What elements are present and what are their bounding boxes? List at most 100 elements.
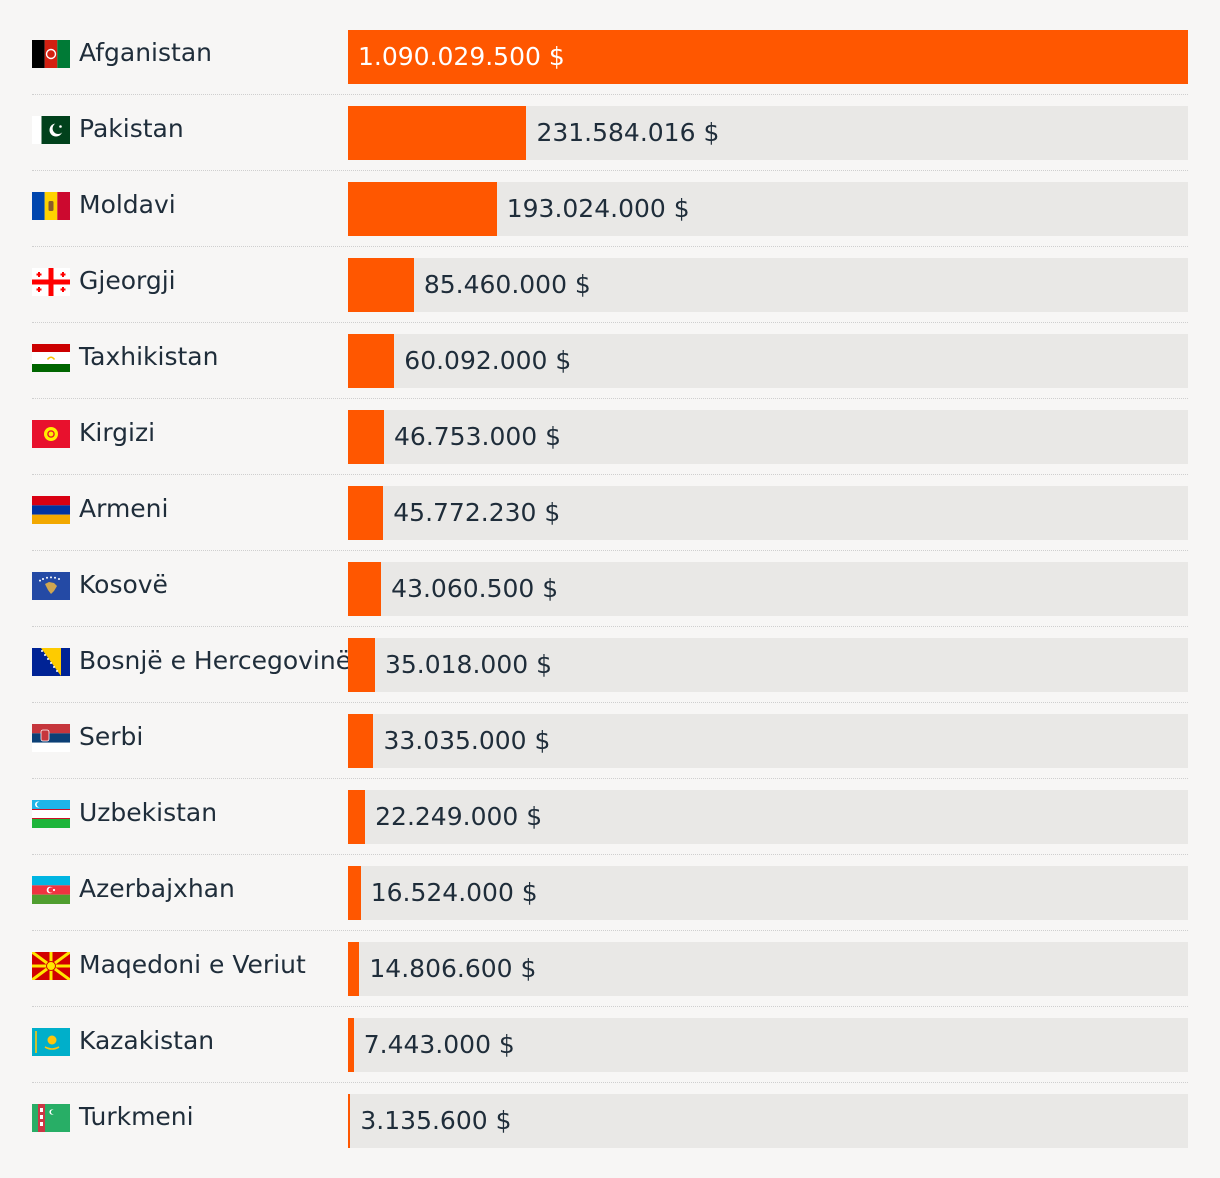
category-label: Maqedoni e Veriut: [79, 950, 306, 979]
row-separator: [32, 702, 1188, 703]
kosovo-flag-icon: [32, 572, 70, 600]
north-macedonia-flag-icon: [32, 952, 70, 980]
row-separator: [32, 778, 1188, 779]
serbia-flag-icon: [32, 724, 70, 752]
row-separator: [32, 322, 1188, 323]
value-label: 231.584.016 $: [536, 118, 720, 147]
category-label: Gjeorgji: [79, 266, 176, 295]
row-separator: [32, 246, 1188, 247]
bar-row: Afganistan 1.090.029.500 $: [32, 30, 1188, 106]
bar-track: 33.035.000 $: [348, 714, 1188, 768]
bar: [348, 1094, 351, 1148]
row-separator: [32, 1082, 1188, 1083]
bar-track: 3.135.600 $: [348, 1094, 1188, 1148]
category-label: Turkmeni: [79, 1102, 194, 1131]
bar: [348, 790, 366, 844]
tajikistan-flag-icon: [32, 344, 70, 372]
value-label: 193.024.000 $: [506, 194, 690, 223]
bar-track: 193.024.000 $: [348, 182, 1188, 236]
kyrgyzstan-flag-icon: [32, 420, 70, 448]
bar-row: Armeni 45.772.230 $: [32, 486, 1188, 562]
category-label: Afganistan: [79, 38, 212, 67]
bar-row: Bosnjë e Hercegovinë 35.018.000 $: [32, 638, 1188, 714]
row-separator: [32, 550, 1188, 551]
bar-track: 46.753.000 $: [348, 410, 1188, 464]
bar-row: Gjeorgji 85.460.000 $: [32, 258, 1188, 334]
row-separator: [32, 474, 1188, 475]
value-label: 60.092.000 $: [404, 346, 572, 375]
bar-row: Azerbajxhan 16.524.000 $: [32, 866, 1188, 942]
bar: [348, 486, 384, 540]
turkmenistan-flag-icon: [32, 1104, 70, 1132]
uzbekistan-flag-icon: [32, 800, 70, 828]
bar-row: Uzbekistan 22.249.000 $: [32, 790, 1188, 866]
bar-track: 45.772.230 $: [348, 486, 1188, 540]
pakistan-flag-icon: [32, 116, 70, 144]
category-label: Armeni: [79, 494, 169, 523]
bar: [348, 562, 382, 616]
bosnia-flag-icon: [32, 648, 70, 676]
row-separator: [32, 398, 1188, 399]
bar-track: 7.443.000 $: [348, 1018, 1188, 1072]
bar-row: Pakistan 231.584.016 $: [32, 106, 1188, 182]
value-label: 3.135.600 $: [360, 1106, 512, 1135]
bar: [348, 1018, 354, 1072]
category-label: Serbi: [79, 722, 144, 751]
bar-track: 35.018.000 $: [348, 638, 1188, 692]
category-label: Kosovë: [79, 570, 168, 599]
bar-row: Moldavi 193.024.000 $: [32, 182, 1188, 258]
bar-row: Kazakistan 7.443.000 $: [32, 1018, 1188, 1094]
row-separator: [32, 930, 1188, 931]
category-label: Pakistan: [79, 114, 184, 143]
bar-track: 1.090.029.500 $: [348, 30, 1188, 84]
value-label: 33.035.000 $: [383, 726, 551, 755]
value-label: 16.524.000 $: [370, 878, 538, 907]
value-label: 14.806.600 $: [369, 954, 537, 983]
georgia-flag-icon: [32, 268, 70, 296]
value-label: 45.772.230 $: [393, 498, 561, 527]
bar: [348, 942, 360, 996]
bar: [348, 714, 374, 768]
bar-row: Taxhikistan 60.092.000 $: [32, 334, 1188, 410]
bar: [348, 638, 375, 692]
category-label: Uzbekistan: [79, 798, 218, 827]
bar-row: Maqedoni e Veriut 14.806.600 $: [32, 942, 1188, 1018]
armenia-flag-icon: [32, 496, 70, 524]
row-separator: [32, 170, 1188, 171]
bar-track: 231.584.016 $: [348, 106, 1188, 160]
bar-row: Turkmeni 3.135.600 $: [32, 1094, 1188, 1170]
bar: [348, 106, 527, 160]
row-separator: [32, 626, 1188, 627]
bar: [348, 410, 385, 464]
bar-track: 22.249.000 $: [348, 790, 1188, 844]
value-label: 7.443.000 $: [363, 1030, 515, 1059]
row-separator: [32, 1006, 1188, 1007]
bar-row: Kosovë 43.060.500 $: [32, 562, 1188, 638]
afghanistan-flag-icon: [32, 40, 70, 68]
value-label: 85.460.000 $: [423, 270, 591, 299]
bar: [348, 182, 497, 236]
bar-track: 14.806.600 $: [348, 942, 1188, 996]
bar-track: 43.060.500 $: [348, 562, 1188, 616]
row-separator: [32, 854, 1188, 855]
bar-row: Kirgizi 46.753.000 $: [32, 410, 1188, 486]
bar-track: 16.524.000 $: [348, 866, 1188, 920]
category-label: Bosnjë e Hercegovinë: [79, 646, 352, 675]
value-label: 35.018.000 $: [384, 650, 552, 679]
bar: [348, 30, 1188, 84]
azerbaijan-flag-icon: [32, 876, 70, 904]
value-label: 22.249.000 $: [375, 802, 543, 831]
category-label: Kazakistan: [79, 1026, 215, 1055]
category-label: Azerbajxhan: [79, 874, 235, 903]
kazakhstan-flag-icon: [32, 1028, 70, 1056]
category-label: Taxhikistan: [79, 342, 219, 371]
row-separator: [32, 94, 1188, 95]
bar-row: Serbi 33.035.000 $: [32, 714, 1188, 790]
value-label: 46.753.000 $: [394, 422, 562, 451]
value-label: 1.090.029.500 $: [358, 42, 565, 71]
category-label: Kirgizi: [79, 418, 156, 447]
category-label: Moldavi: [79, 190, 176, 219]
bar-track: 60.092.000 $: [348, 334, 1188, 388]
bar: [348, 258, 414, 312]
